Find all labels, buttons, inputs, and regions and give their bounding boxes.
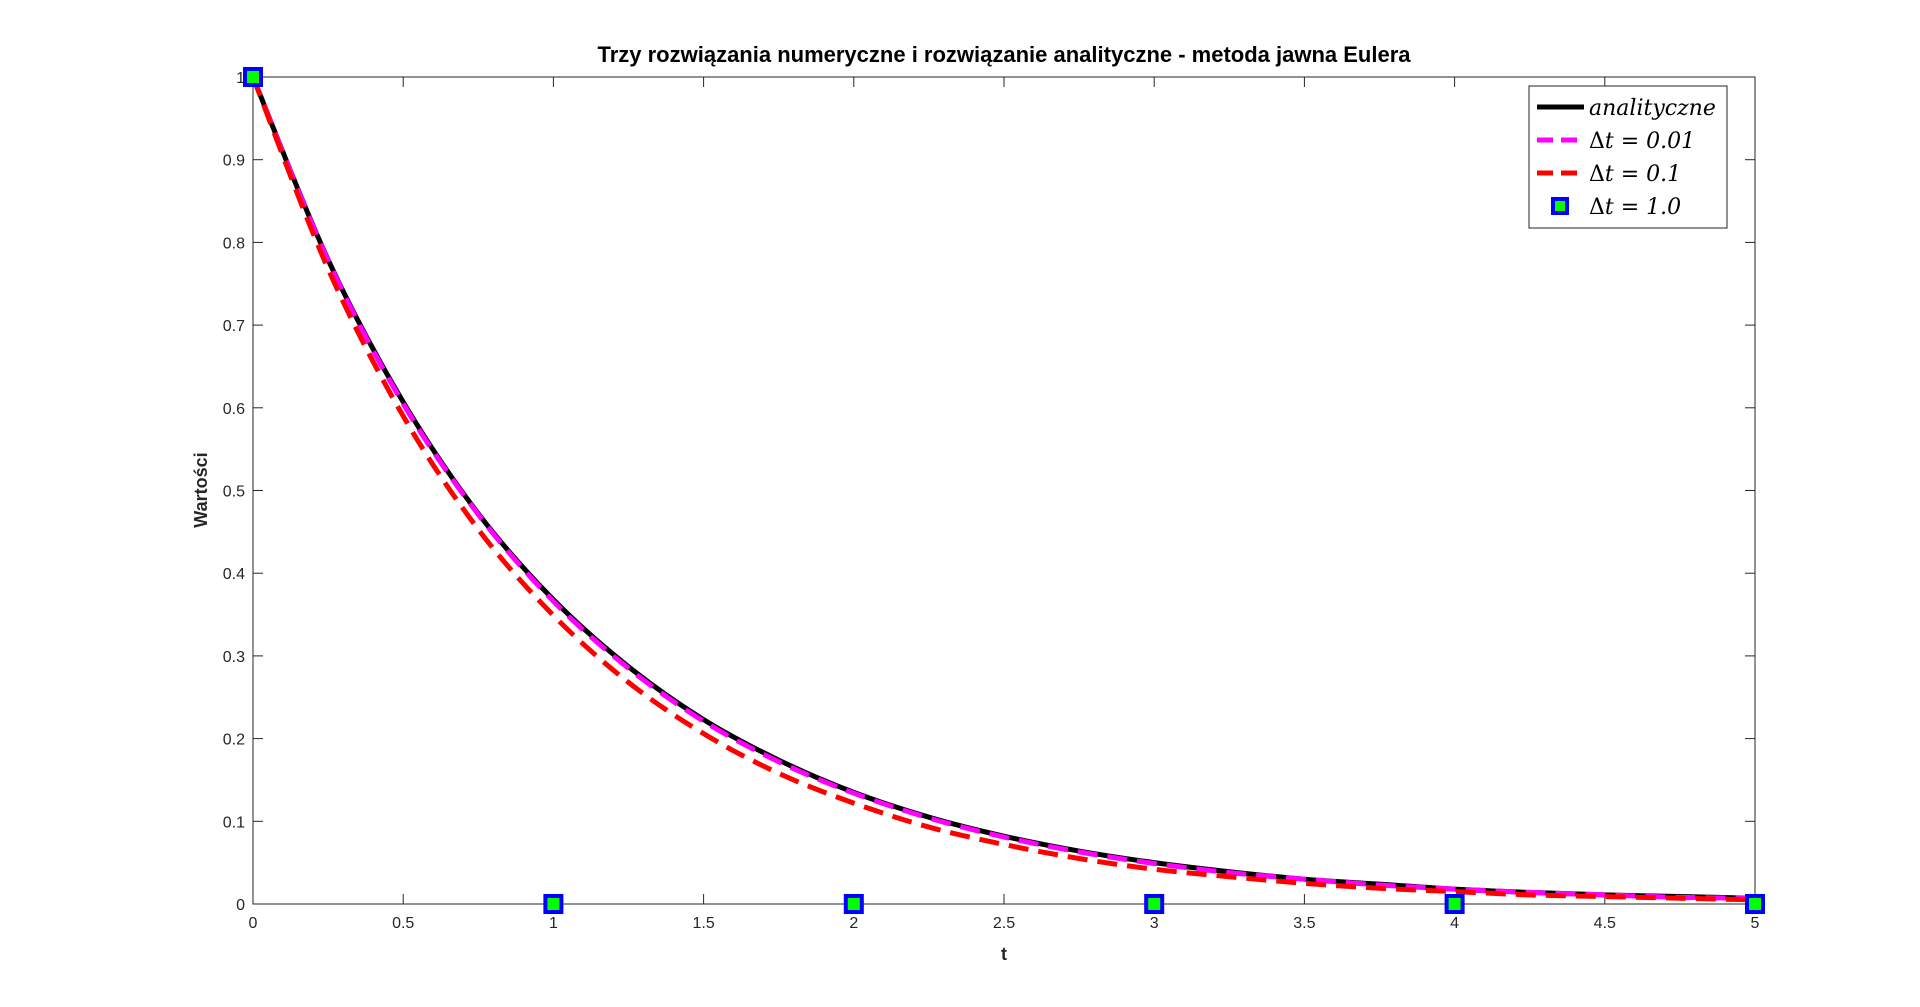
- x-tick-label: 3: [1150, 915, 1159, 932]
- x-tick-label: 4: [1450, 915, 1459, 932]
- y-tick-label: 0.8: [223, 235, 245, 252]
- legend-prefix: Δ: [1589, 129, 1605, 154]
- x-tick-label: 2.5: [993, 915, 1015, 932]
- legend-label-1: Δt = 0.01: [1589, 129, 1695, 154]
- series-2-line: [250, 76, 1756, 903]
- x-tick-label: 2: [849, 915, 858, 932]
- series-3-marker: [1144, 894, 1165, 914]
- y-tick-label: 0.1: [223, 814, 245, 831]
- legend-text: analityczne: [1589, 96, 1716, 121]
- plot-area: [252, 76, 1756, 905]
- x-axis-label: t: [1001, 944, 1007, 964]
- legend-prefix: Δ: [1589, 162, 1605, 187]
- series-1-line: [250, 76, 1756, 901]
- x-tick-label: 4.5: [1594, 915, 1616, 932]
- legend-text: t = 0.01: [1605, 129, 1695, 154]
- series-layer: [243, 67, 1765, 914]
- legend-text: t = 1.0: [1605, 195, 1681, 220]
- y-axis: 0 0.1 0.2 0.3 0.4 0.5 0.6 0.7 0.8 0.9 1: [223, 70, 1755, 914]
- y-tick-label: 0: [236, 897, 245, 914]
- x-tick-label: 0.5: [392, 915, 414, 932]
- x-tick-label: 1.5: [692, 915, 714, 932]
- y-axis-label: Wartości: [191, 452, 211, 527]
- y-tick-label: 0.3: [223, 649, 245, 666]
- series-3-marker: [843, 894, 864, 914]
- series-3-marker: [1745, 894, 1765, 914]
- x-tick-label: 1: [549, 915, 558, 932]
- series-3-marker: [543, 894, 564, 914]
- legend-label-2: Δt = 0.1: [1589, 162, 1681, 187]
- y-tick-label: 0.2: [223, 732, 245, 749]
- y-tick-label: 0.6: [223, 401, 245, 418]
- legend-marker-3: [1551, 197, 1569, 215]
- chart-title: Trzy rozwiązania numeryczne i rozwiązani…: [597, 42, 1411, 67]
- legend-prefix: Δ: [1589, 195, 1605, 220]
- legend-text: t = 0.1: [1605, 162, 1681, 187]
- y-tick-label: 0.5: [223, 484, 245, 501]
- x-tick-label: 0: [249, 915, 258, 932]
- y-tick-label: 0.7: [223, 318, 245, 335]
- y-tick-label: 1: [236, 70, 245, 87]
- legend-label-3: Δt = 1.0: [1589, 195, 1681, 220]
- series-3-marker: [1444, 894, 1465, 914]
- y-tick-label: 0.9: [223, 153, 245, 170]
- series-3-marker: [243, 67, 263, 87]
- x-tick-label: 5: [1751, 915, 1760, 932]
- y-tick-label: 0.4: [223, 566, 245, 583]
- legend-label-0: analityczne: [1589, 96, 1716, 121]
- x-tick-label: 3.5: [1293, 915, 1315, 932]
